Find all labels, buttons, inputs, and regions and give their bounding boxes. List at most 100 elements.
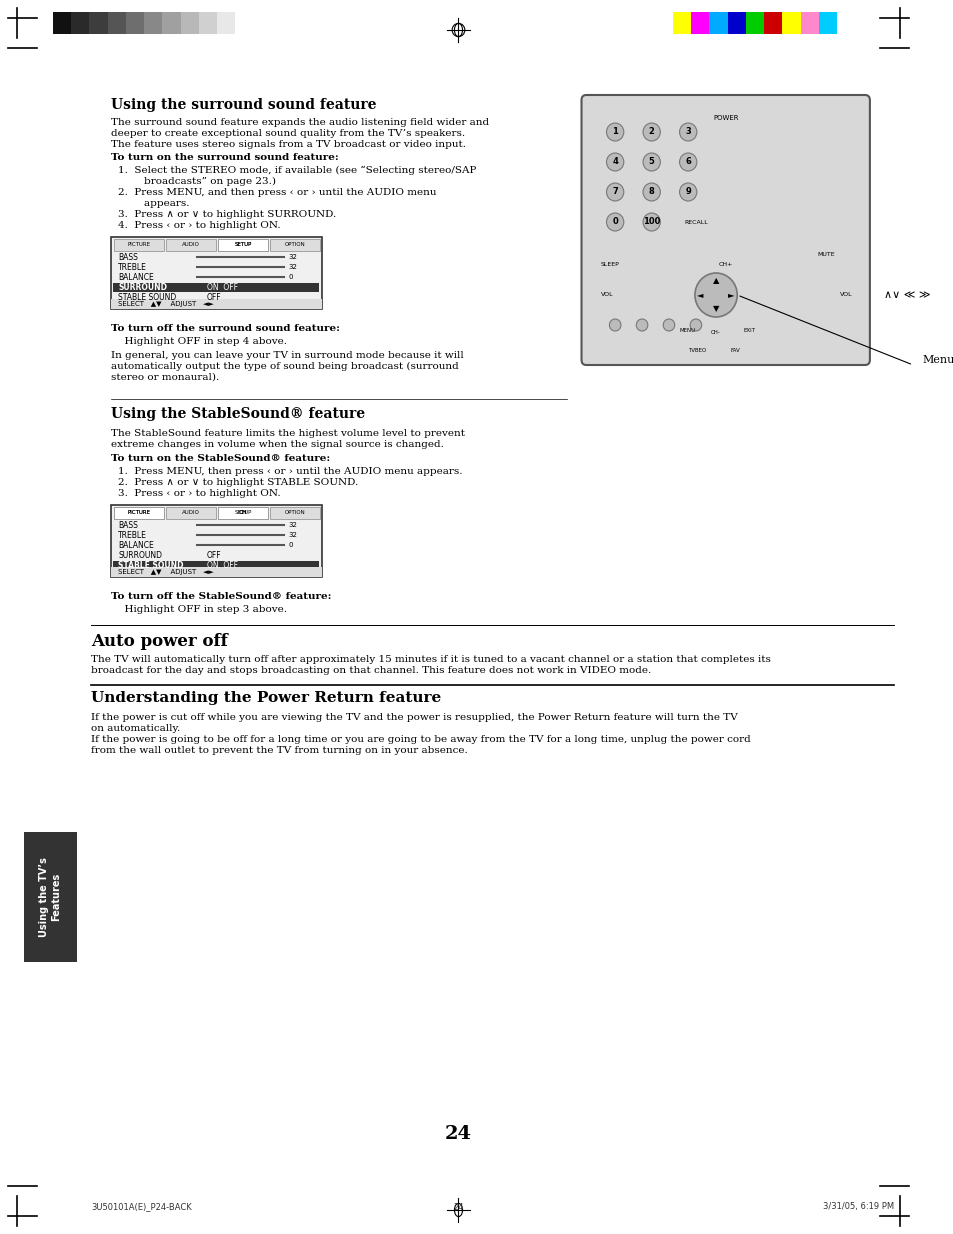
Text: The StableSound feature limits the highest volume level to prevent: The StableSound feature limits the highe… [111,429,464,438]
Text: AUDIO: AUDIO [182,511,200,516]
Text: 5: 5 [648,158,654,167]
Bar [108,12,126,35]
Bar [800,12,818,35]
Text: To turn on the surround sound feature:: To turn on the surround sound feature: [111,153,338,162]
Text: broadcast for the day and stops broadcasting on that channel. This feature does : broadcast for the day and stops broadcas… [91,666,651,675]
Bar [781,12,800,35]
Text: Auto power off: Auto power off [91,633,228,650]
Text: To turn on the StableSound® feature:: To turn on the StableSound® feature: [111,454,330,463]
Circle shape [679,153,696,172]
Text: CH: CH [238,511,247,516]
Text: 9: 9 [684,188,690,196]
Text: 0: 0 [612,217,618,227]
Text: ▼: ▼ [712,305,719,313]
Text: SELECT   ▲▼    ADJUST   ◄►: SELECT ▲▼ ADJUST ◄► [118,569,213,575]
Text: extreme changes in volume when the signal source is changed.: extreme changes in volume when the signa… [111,441,443,449]
Text: VOL: VOL [600,292,613,297]
Bar [199,12,217,35]
Bar [727,12,745,35]
Bar [52,12,71,35]
Text: 32: 32 [288,264,297,270]
Text: 1: 1 [612,127,618,137]
Text: MENU: MENU [679,327,695,332]
Bar [111,505,322,578]
Text: AUDIO: AUDIO [182,243,200,248]
Text: OPTION: OPTION [284,511,305,516]
Text: ▲: ▲ [712,276,719,285]
Text: STABLE SOUND: STABLE SOUND [118,292,176,301]
Bar [113,561,319,570]
Text: 1.  Select the STEREO mode, if available (see “Selecting stereo/SAP: 1. Select the STEREO mode, if available … [118,167,476,175]
Bar [270,239,320,251]
Text: SETUP: SETUP [234,243,252,248]
Text: 24: 24 [453,1202,463,1212]
Text: SETUP: SETUP [234,243,252,248]
Bar [690,12,709,35]
Text: BALANCE: BALANCE [118,273,153,281]
Bar [709,12,727,35]
Bar [166,507,216,520]
Bar [745,12,763,35]
Text: OFF: OFF [207,292,221,301]
Text: 3.  Press ‹ or › to highlight ON.: 3. Press ‹ or › to highlight ON. [118,489,280,499]
Circle shape [606,153,623,172]
Bar [218,507,268,520]
Text: from the wall outlet to prevent the TV from turning on in your absence.: from the wall outlet to prevent the TV f… [91,747,468,755]
Text: To turn off the surround sound feature:: To turn off the surround sound feature: [111,325,339,333]
Bar [672,12,690,35]
Text: 7: 7 [612,188,618,196]
Circle shape [606,123,623,141]
Text: 32: 32 [288,254,297,260]
Circle shape [642,213,659,231]
Text: EXIT: EXIT [743,327,755,332]
Text: RECALL: RECALL [683,220,707,225]
Bar [114,239,164,251]
Bar [218,507,268,520]
Text: PICTURE: PICTURE [128,511,151,516]
Bar [235,12,253,35]
Bar [180,12,199,35]
Text: SURROUND: SURROUND [118,550,162,559]
Text: stereo or monaural).: stereo or monaural). [111,373,218,383]
Circle shape [606,183,623,201]
Text: ON  OFF: ON OFF [207,283,237,291]
Circle shape [642,123,659,141]
Text: 1.  Press MENU, then press ‹ or › until the AUDIO menu appears.: 1. Press MENU, then press ‹ or › until t… [118,466,462,476]
Text: 4: 4 [612,158,618,167]
Bar [763,12,781,35]
Bar [126,12,144,35]
Circle shape [606,213,623,231]
Text: ON  OFF: ON OFF [207,560,237,570]
Bar [90,12,108,35]
Text: 2: 2 [648,127,654,137]
Text: 100: 100 [642,217,659,227]
Text: 3.  Press ∧ or ∨ to highlight SURROUND.: 3. Press ∧ or ∨ to highlight SURROUND. [118,210,336,218]
Text: CH+: CH+ [718,263,732,268]
Text: on automatically.: on automatically. [91,724,180,733]
Text: PICTURE: PICTURE [128,243,151,248]
Circle shape [642,153,659,172]
Text: 3/31/05, 6:19 PM: 3/31/05, 6:19 PM [821,1202,893,1212]
Text: ∧∨ ≪ ≫: ∧∨ ≪ ≫ [883,290,930,300]
Text: PICTURE: PICTURE [128,511,151,516]
Text: OFF: OFF [207,550,221,559]
Text: The feature uses stereo signals from a TV broadcast or video input.: The feature uses stereo signals from a T… [111,139,465,149]
Text: 0: 0 [288,274,293,280]
Bar [111,237,322,308]
Circle shape [689,320,701,331]
Text: The surround sound feature expands the audio listening field wider and: The surround sound feature expands the a… [111,118,488,127]
Text: 2.  Press MENU, and then press ‹ or › until the AUDIO menu: 2. Press MENU, and then press ‹ or › unt… [118,188,436,197]
Bar [144,12,162,35]
Circle shape [609,320,620,331]
Text: 3: 3 [684,127,690,137]
Text: Menu: Menu [922,355,953,365]
Bar [111,299,322,308]
Circle shape [636,320,647,331]
Text: automatically output the type of sound being broadcast (surround: automatically output the type of sound b… [111,362,457,371]
Text: MUTE: MUTE [817,253,835,258]
Text: TVBEO: TVBEO [687,348,705,353]
Bar [217,12,235,35]
Text: SETUP: SETUP [234,511,252,516]
Text: appears.: appears. [118,199,190,209]
FancyBboxPatch shape [581,95,869,365]
